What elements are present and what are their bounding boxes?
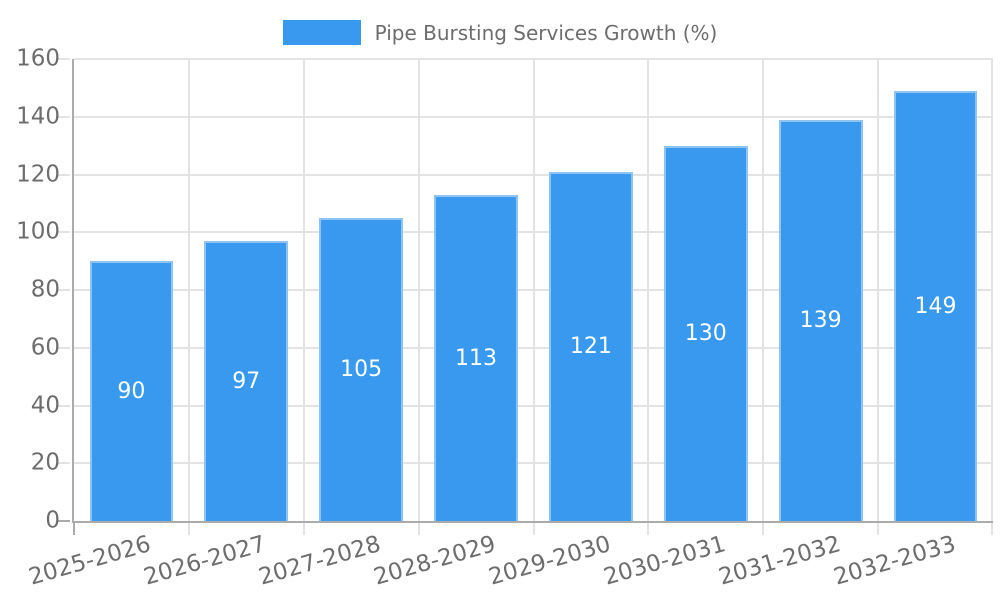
x-tick-mark	[991, 523, 993, 535]
gridline-vertical	[302, 59, 305, 521]
y-tick-mark	[58, 231, 70, 234]
y-tick-mark	[58, 346, 70, 349]
gridline-vertical	[991, 59, 993, 521]
x-tick-mark	[532, 523, 535, 535]
bar-value-label: 149	[914, 293, 957, 319]
bar-value-label: 105	[340, 357, 383, 383]
bar[interactable]: 113	[434, 194, 518, 521]
x-tick-label: 2031-2032	[715, 531, 844, 591]
x-tick-label: 2026-2027	[141, 531, 269, 591]
x-tick-mark	[647, 523, 650, 535]
y-tick-mark	[58, 404, 70, 407]
bar-value-label: 90	[117, 379, 146, 405]
x-tick-label: 2030-2031	[600, 531, 729, 591]
bar[interactable]: 121	[549, 171, 633, 521]
bar[interactable]: 149	[893, 90, 978, 521]
y-tick-label: 40	[30, 392, 60, 418]
gridline-vertical	[647, 59, 650, 521]
y-tick-mark	[58, 289, 70, 291]
bar-value-label: 121	[569, 334, 612, 360]
y-tick-label: 100	[16, 218, 60, 245]
gridline-vertical	[762, 59, 765, 521]
bar-value-label: 97	[232, 368, 261, 394]
bar-value-label: 139	[799, 308, 842, 334]
bar-value-label: 130	[684, 321, 727, 347]
bar[interactable]: 105	[319, 217, 404, 521]
x-tick-mark	[73, 523, 75, 535]
x-tick-mark	[302, 523, 305, 535]
gridline-vertical	[532, 59, 535, 521]
bar-value-label: 113	[455, 345, 498, 371]
y-tick-label: 120	[16, 161, 60, 187]
x-tick-mark	[877, 523, 880, 535]
y-tick-mark	[58, 520, 70, 522]
x-tick-mark	[417, 523, 420, 535]
y-tick-mark	[58, 58, 70, 60]
x-tick-mark	[187, 523, 190, 535]
x-tick-mark	[762, 523, 765, 535]
bar[interactable]: 130	[663, 145, 748, 521]
plot-area: 0 20 40 60 80 100 120 140 160 90 2025-2026 97 2026-2…	[16, 47, 993, 591]
legend[interactable]: Pipe Bursting Services Growth (%)	[0, 20, 1000, 45]
y-tick-mark	[58, 115, 70, 118]
y-tick-label: 0	[45, 507, 60, 534]
legend-label: Pipe Bursting Services Growth (%)	[374, 20, 718, 45]
x-tick-label: 2025-2026	[26, 531, 155, 591]
y-tick-mark	[58, 462, 70, 465]
y-tick-label: 80	[30, 276, 60, 303]
x-tick-label: 2032-2033	[830, 531, 959, 591]
y-tick-label: 160	[16, 45, 60, 72]
gridline-vertical	[877, 59, 880, 521]
y-tick-mark	[58, 173, 70, 176]
gridline-vertical	[417, 59, 420, 521]
bar[interactable]: 139	[778, 119, 863, 521]
gridline-vertical	[187, 59, 190, 521]
legend-swatch	[282, 20, 361, 45]
y-tick-label: 60	[30, 334, 60, 361]
bar[interactable]: 90	[89, 261, 174, 521]
x-tick-label: 2027-2028	[256, 531, 384, 591]
bar[interactable]: 97	[204, 240, 289, 521]
y-tick-label: 20	[30, 449, 60, 476]
y-tick-label: 140	[16, 103, 60, 130]
x-tick-label: 2028-2029	[370, 531, 499, 591]
x-tick-label: 2029-2030	[485, 531, 614, 591]
